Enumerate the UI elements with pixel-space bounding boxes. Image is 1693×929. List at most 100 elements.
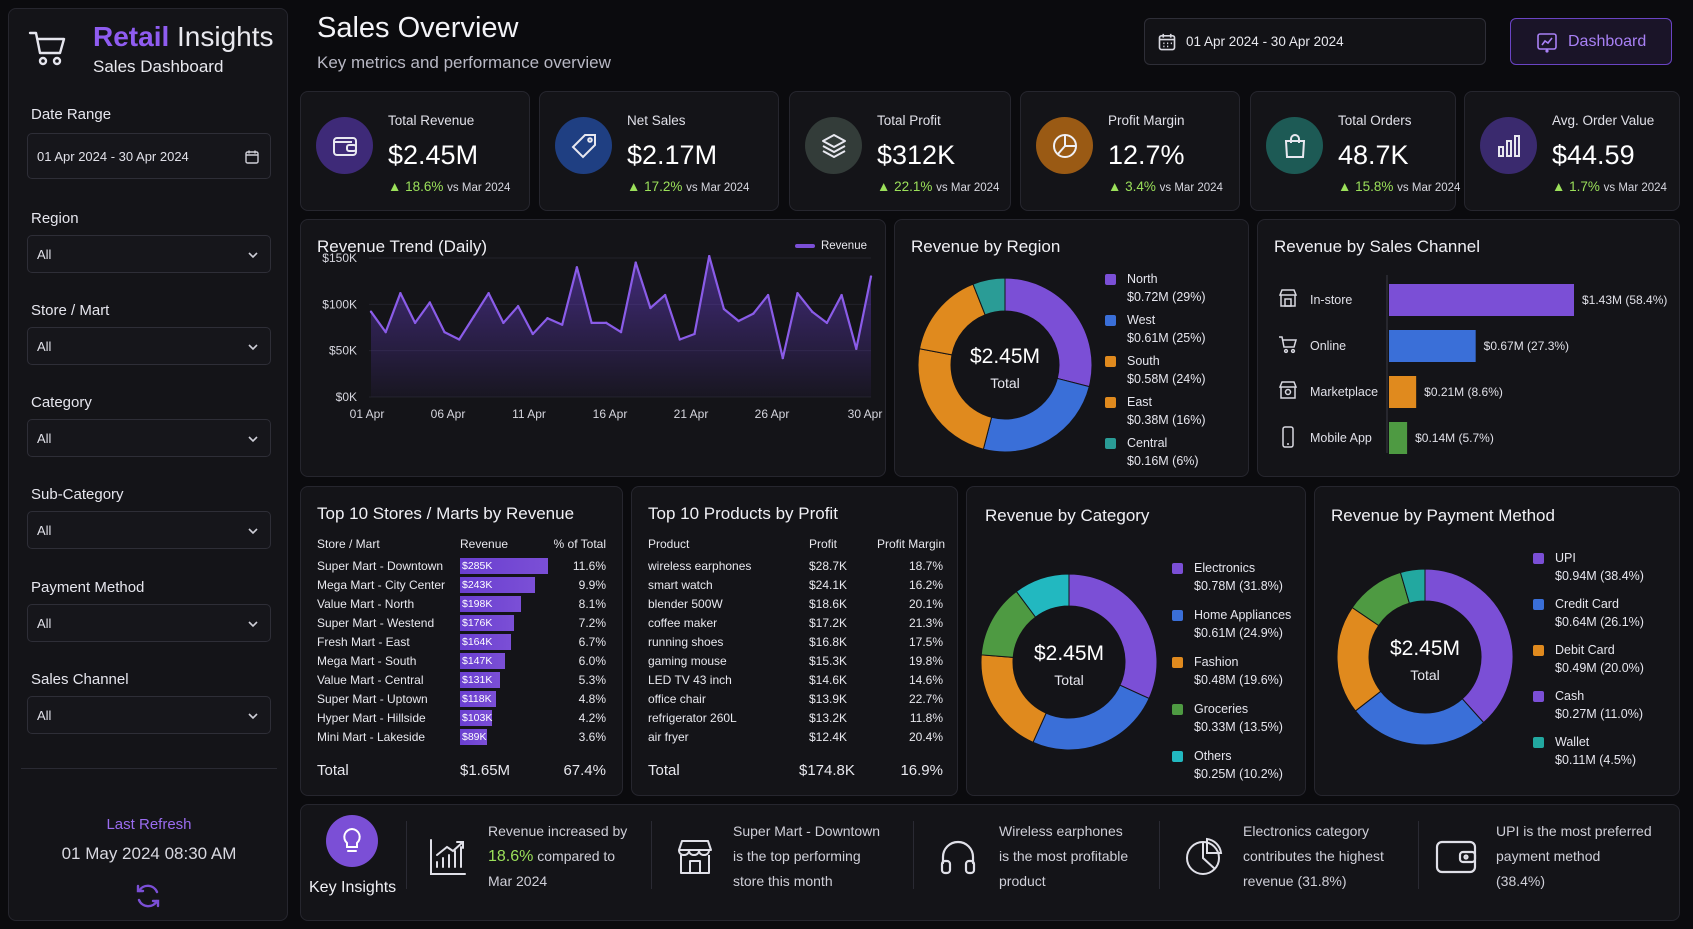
kpi-value: $2.45M xyxy=(388,140,479,170)
legend-name: Cash xyxy=(1555,689,1585,703)
total-pct: 67.4% xyxy=(563,762,606,779)
region-select[interactable]: All xyxy=(27,235,271,273)
dashboard-button[interactable]: Dashboard xyxy=(1510,18,1672,65)
date-range-input[interactable]: 01 Apr 2024 - 30 Apr 2024 xyxy=(27,133,271,179)
header-date-range-value: 01 Apr 2024 - 30 Apr 2024 xyxy=(1186,34,1344,49)
payment-method-select[interactable]: All xyxy=(27,604,271,642)
brand-name: Retail Insights xyxy=(93,21,274,53)
legend-swatch xyxy=(1533,599,1544,610)
store-name: Fresh Mart - East xyxy=(317,635,410,649)
insight-line: Electronics category xyxy=(1243,823,1370,839)
legend-swatch xyxy=(1533,553,1544,564)
panel-title: Revenue by Category xyxy=(985,506,1150,525)
channel-label: In-store xyxy=(1310,293,1352,307)
product-name: air fryer xyxy=(648,730,689,744)
kpi-value: $44.59 xyxy=(1552,140,1635,170)
sales-channel-select[interactable]: All xyxy=(27,696,271,734)
header-date-range[interactable]: 01 Apr 2024 - 30 Apr 2024 xyxy=(1144,18,1486,65)
kpi-change-vs: vs Mar 2024 xyxy=(1397,182,1461,194)
trend-point xyxy=(634,261,637,264)
x-tick-label: 30 Apr xyxy=(848,407,883,421)
column-header: Revenue xyxy=(460,537,509,551)
lightbulb-icon xyxy=(343,827,361,852)
insight-divider xyxy=(1159,821,1160,889)
store-pct: 11.6% xyxy=(572,559,606,573)
kpi-change: ▲ 15.8% vs Mar 2024 xyxy=(1338,179,1460,194)
trend-point xyxy=(663,293,667,297)
brand-subtitle: Sales Dashboard xyxy=(93,57,224,76)
legend-value: $0.78M (31.8%) xyxy=(1194,579,1283,593)
insights-badge xyxy=(326,815,378,867)
kpi-change-vs: vs Mar 2024 xyxy=(936,182,1000,194)
pie-icon xyxy=(1052,133,1077,158)
donut-slice xyxy=(1015,573,1070,618)
insight-line: 18.6% compared to xyxy=(488,844,627,869)
trend-point xyxy=(605,321,608,325)
kpi-value: 12.7% xyxy=(1108,140,1185,170)
sub-category-select[interactable]: All xyxy=(27,511,271,549)
payment-donut-chart: $2.45M Total xyxy=(1336,568,1514,746)
trend-point xyxy=(810,310,814,313)
region-donut-chart: $2.45M Total xyxy=(917,277,1093,453)
legend-entry: UPI $0.94M (38.4%) xyxy=(1555,549,1644,585)
trend-point xyxy=(678,338,682,341)
donut-center-value: $2.45M xyxy=(970,345,1040,368)
trend-point xyxy=(781,356,784,360)
revenue-trend-chart: $150K $100K $50K $0K 01 Apr 06 Apr 11 Apr 16 Ap… xyxy=(322,251,883,421)
insight-divider xyxy=(406,821,407,889)
revenue-by-category-panel: Revenue by Category $2.45M Total Electron… xyxy=(966,486,1306,796)
product-profit: $12.4K xyxy=(809,730,848,744)
channel-value-label: $0.14M (5.7%) xyxy=(1415,431,1494,445)
legend-name: West xyxy=(1127,313,1156,327)
revenue-bar-label: $198K xyxy=(462,598,493,610)
insight-divider xyxy=(913,821,914,889)
legend-name: East xyxy=(1127,395,1153,409)
layers-icon xyxy=(821,133,846,158)
donut-slice xyxy=(1004,277,1093,388)
legend-swatch xyxy=(1172,563,1183,574)
legend-entry: Groceries $0.33M (13.5%) xyxy=(1194,700,1283,736)
headphones-icon xyxy=(940,840,976,875)
page-subtitle: Key metrics and performance overview xyxy=(317,53,611,72)
insight-line: (38.4%) xyxy=(1496,873,1546,889)
kpi-total-revenue: Total Revenue $2.45M ▲ 18.6% vs Mar 2024 xyxy=(300,91,530,211)
insight-line: Wireless earphones xyxy=(999,823,1123,839)
filter-label-payment-method: Payment Method xyxy=(31,579,145,596)
legend-name: Debit Card xyxy=(1555,643,1615,657)
refresh-icon[interactable] xyxy=(133,881,163,911)
legend-value: $0.58M (24%) xyxy=(1127,372,1206,386)
store-pct: 5.3% xyxy=(578,673,606,687)
revenue-by-payment-panel: Revenue by Payment Method $2.45M Total UP… xyxy=(1314,486,1680,796)
revenue-bar: $131K xyxy=(460,672,501,688)
kpi-value: $2.17M xyxy=(627,140,718,170)
product-profit: $13.9K xyxy=(809,692,848,706)
store-pct: 7.2% xyxy=(578,616,606,630)
store-pct: 4.2% xyxy=(578,711,606,725)
kpi-change-vs: vs Mar 2024 xyxy=(1159,182,1223,194)
trend-point xyxy=(796,292,799,295)
filter-label-date-range: Date Range xyxy=(31,106,112,123)
kpi-change: ▲ 22.1% vs Mar 2024 xyxy=(877,179,999,194)
category-value: All xyxy=(37,430,52,446)
store-pct: 6.7% xyxy=(578,635,606,649)
kpi-net-sales: Net Sales $2.17M ▲ 17.2% vs Mar 2024 xyxy=(539,91,779,211)
filter-label-store: Store / Mart xyxy=(31,302,110,319)
donut-slice xyxy=(1399,568,1426,604)
trend-point xyxy=(487,292,490,295)
legend-entry: Fashion $0.48M (19.6%) xyxy=(1194,653,1283,689)
kpi-icon-circle xyxy=(555,117,612,174)
insight-line: is the most profitable xyxy=(999,848,1129,864)
x-tick-label: 06 Apr xyxy=(431,407,466,421)
donut-slice xyxy=(1068,573,1158,700)
dashboard-icon xyxy=(1537,32,1557,53)
category-select[interactable]: All xyxy=(27,419,271,457)
store-select[interactable]: All xyxy=(27,327,271,365)
donut-slice xyxy=(1032,684,1150,751)
payment-method-value: All xyxy=(37,615,52,631)
store-name: Hyper Mart - Hillside xyxy=(317,711,426,725)
store-name: Mega Mart - City Center xyxy=(317,578,446,592)
store-name: Super Mart - Westend xyxy=(317,616,435,630)
total-label: Total xyxy=(648,762,680,779)
insight-line: contributes the highest xyxy=(1243,848,1384,864)
filter-label-sub-category: Sub-Category xyxy=(31,486,124,503)
